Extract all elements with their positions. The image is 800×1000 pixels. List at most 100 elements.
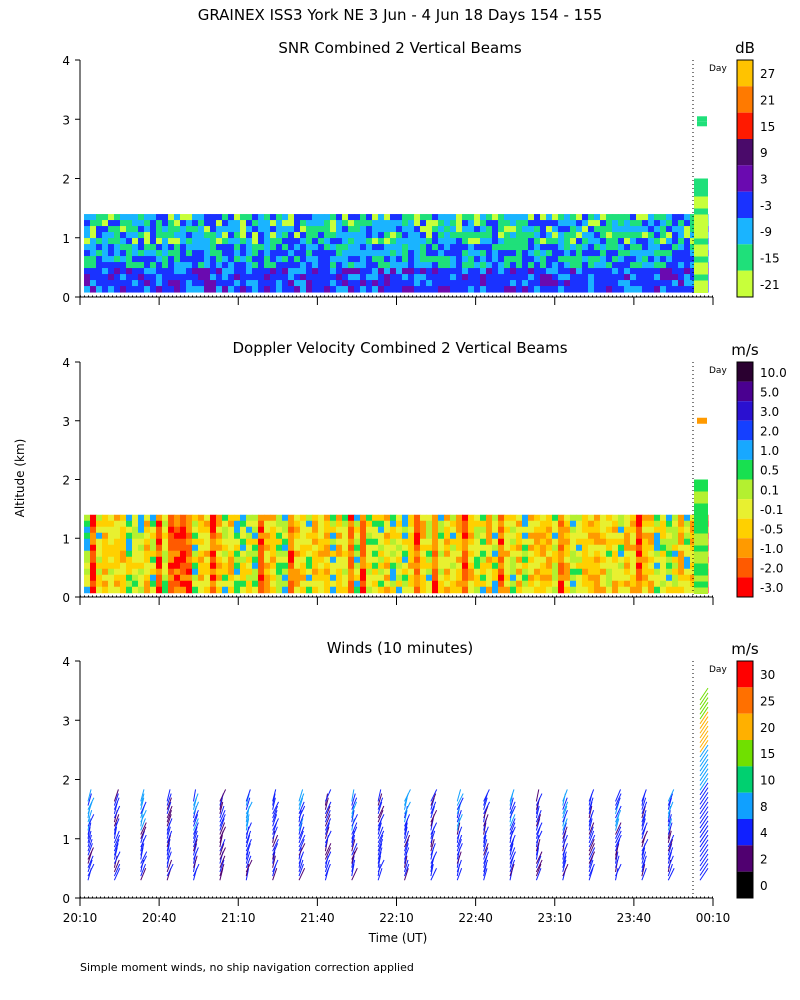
snr-cell [516,286,523,293]
snr-cell [336,286,343,293]
velocity-cell [108,550,115,558]
snr-cell [648,220,655,227]
wind-barb [483,797,488,810]
snr-cell [540,268,547,275]
velocity-cell [552,562,559,570]
snr-cell [138,238,145,245]
velocity-cell [108,556,115,564]
snr-cell [228,262,235,269]
snr-cell [522,250,529,257]
colorbar-label: 0.1 [760,483,779,497]
snr-cell [468,268,475,275]
velocity-cell [576,556,583,564]
snr-cell [588,226,595,233]
velocity-cell [270,538,277,546]
velocity-cell [582,556,589,564]
snr-cell [162,280,169,287]
wind-barb [113,839,120,852]
wind-barb [351,810,355,823]
velocity-cell [354,538,361,546]
velocity-cell [348,520,355,528]
snr-cell [138,274,145,281]
snr-cell [396,268,403,275]
snr-cell [342,226,349,233]
velocity-cell [258,556,265,564]
wind-barb [377,805,385,819]
wind-barb [483,839,488,852]
snr-cell [624,286,631,293]
velocity-cell [138,568,145,576]
velocity-cell [372,568,379,576]
snr-cell [534,250,541,257]
velocity-cell [636,514,643,522]
snr-cell [300,238,307,245]
velocity-cell [270,544,277,552]
wind-barb [699,716,709,729]
velocity-cell [444,586,451,594]
snr-cell [540,226,547,233]
snr-cell [648,238,655,245]
velocity-cell [636,580,643,588]
y-tick-label: 2 [62,774,70,788]
velocity-cell [576,514,583,522]
velocity-cell [390,568,397,576]
snr-cell [234,256,241,263]
wind-barb [377,793,383,806]
snr-cell [306,280,313,287]
snr-cell [678,280,685,287]
velocity-cell [240,562,247,570]
velocity-cell [270,562,277,570]
velocity-cell [570,574,577,582]
velocity-cell [240,568,247,576]
snr-cell [694,214,708,221]
velocity-cell [690,520,697,528]
velocity-cell [582,532,589,540]
colorbar-swatch [737,362,753,382]
snr-cell [606,244,613,251]
velocity-cell [468,580,475,588]
wind-barb [219,814,226,827]
snr-cell [114,280,121,287]
velocity-cell [636,550,643,558]
wind-barb [456,868,463,881]
velocity-cell [486,580,493,588]
velocity-cell [162,574,169,582]
velocity-cell [450,550,457,558]
velocity-cell [624,568,631,576]
velocity-cell [552,574,559,582]
snr-cell [222,226,229,233]
velocity-cell [354,562,361,570]
velocity-cell [84,514,91,522]
snr-cell [630,286,637,293]
day-label: Day [709,665,727,675]
velocity-cell [654,586,661,594]
wind-barb [166,863,174,877]
x-tick-label: 21:40 [300,911,335,925]
velocity-cell [438,562,445,570]
velocity-cell [678,574,685,582]
wind-barb [245,822,252,835]
snr-cell [300,226,307,233]
velocity-cell [462,586,469,594]
velocity-cell [354,586,361,594]
snr-cell [474,256,481,263]
plot-area [84,417,709,594]
snr-cell [672,250,679,257]
snr-cell [378,256,385,263]
snr-cell [216,274,223,281]
snr-cell [576,232,583,239]
snr-cell [282,262,289,269]
velocity-cell [408,568,415,576]
velocity-cell [516,550,523,558]
snr-cell [672,244,679,251]
wind-barb [667,843,673,856]
snr-cell [372,256,379,263]
snr-cell [492,250,499,257]
velocity-cell [450,586,457,594]
velocity-cell [288,520,295,528]
velocity-cell [606,586,613,594]
velocity-cell [168,574,175,582]
snr-cell [414,280,421,287]
snr-cell [264,214,271,221]
snr-cell [486,250,493,257]
